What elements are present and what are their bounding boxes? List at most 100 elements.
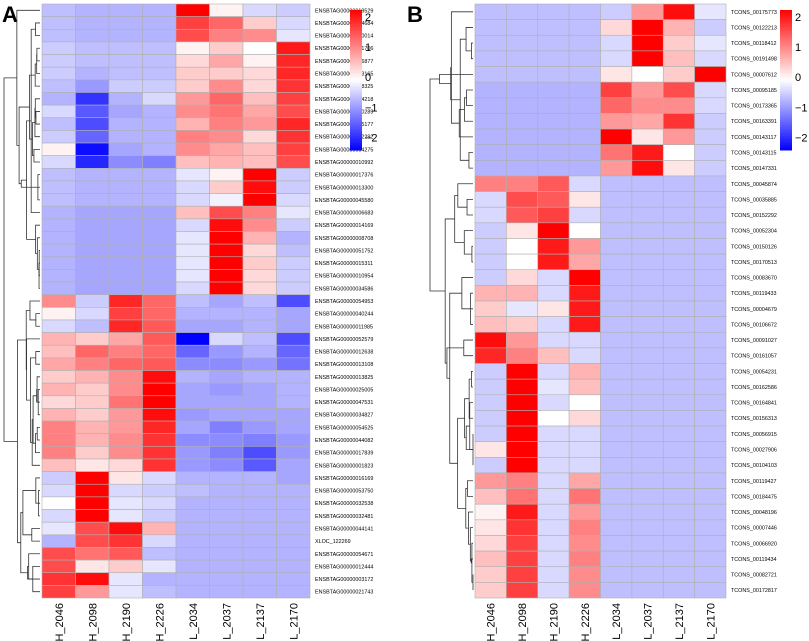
heatmap-cell-a-r0-c6 [242,3,277,17]
heatmap-cell-a-r38-c0 [41,483,76,498]
legend-swatch-a-41 [350,105,362,109]
legend-swatch-a-20 [350,56,362,60]
heatmap-cell-b-r20-c6 [662,316,695,333]
heatmap-cell-a-r40-c4 [175,509,210,523]
heatmap-cell-b-r23-c5 [631,363,664,380]
heatmap-cell-b-r16-c2 [537,253,570,271]
row-dendrogram-a-19 [31,528,40,542]
heatmap-cell-a-r38-c7 [276,483,311,498]
legend-swatch-a-33 [350,87,362,90]
row-label-a-36: ENSBTAG00000001823 [315,463,373,469]
heatmap-cell-a-r21-c4 [175,269,210,283]
column-label-b-2: H_2190 [548,603,560,641]
heatmap-cell-a-r8-c0 [41,104,76,119]
heatmap-cell-b-r23-c0 [474,363,507,380]
heatmap-cell-b-r7-c4 [600,113,633,130]
row-label-a-33: ENSBTAG00000054525 [315,425,373,431]
heatmap-cell-a-r1-c5 [209,16,244,30]
heatmap-cell-a-r16-c5 [209,205,244,220]
row-label-b-14: TCONS_00052304 [731,229,777,235]
heatmap-cell-b-r30-c4 [600,472,633,489]
heatmap-cell-a-r10-c6 [242,130,277,144]
row-dendrogram-b-2 [466,198,473,216]
heatmap-cell-a-r44-c0 [41,559,76,574]
heatmap-cell-a-r40-c0 [41,509,76,523]
heatmap-cell-a-r24-c0 [41,307,76,321]
heatmap-cell-b-r1-c0 [474,19,507,36]
heatmap-cell-b-r9-c5 [631,144,664,161]
panel-a-label: A [2,2,18,27]
heatmap-cell-a-r7-c1 [75,92,110,106]
heatmap-cell-a-r37-c3 [142,471,177,485]
heatmap-cell-a-r5-c1 [75,66,110,81]
heatmap-cell-b-r32-c0 [474,503,507,521]
heatmap-cell-b-r18-c5 [631,285,664,302]
legend-swatch-b-7 [780,26,792,30]
heatmap-cell-a-r32-c7 [276,408,311,422]
heatmap-cell-a-r35-c6 [242,446,277,460]
heatmap-cell-a-r30-c4 [175,382,210,397]
heatmap-cell-b-r11-c4 [600,175,633,192]
legend-swatch-a-6 [350,24,362,27]
legend-swatch-a-3 [350,17,362,20]
legend-swatch-b-50 [780,126,792,130]
heatmap-cell-a-r10-c7 [276,130,311,144]
row-label-b-10: TCONS_00147331 [731,166,777,172]
heatmap-cell-b-r35-c2 [537,550,570,568]
heatmap-cell-a-r14-c0 [41,180,76,194]
heatmap-cell-a-r1-c0 [41,16,76,30]
row-label-a-10: ENSBTAG00000002292 [315,135,373,141]
heatmap-cell-a-r45-c0 [41,572,76,586]
row-label-a-9: ENSBTAG00000015177 [315,122,373,128]
row-dendrogram-a-8 [32,395,37,444]
heatmap-cell-a-r9-c5 [209,117,244,131]
heatmap-cell-a-r27-c7 [276,344,311,359]
legend-swatch-b-51 [780,129,792,132]
row-dendrogram-a-39 [35,22,40,36]
heatmap-cell-a-r6-c7 [276,79,311,93]
heatmap-cell-b-r24-c7 [694,378,727,396]
legend-tick-a-0: 2 [365,12,371,24]
heatmap-cell-a-r25-c0 [41,319,76,333]
heatmap-cell-b-r2-c4 [600,34,633,52]
heatmap-cell-a-r6-c5 [209,79,244,93]
heatmap-cell-a-r36-c7 [276,458,311,472]
row-label-b-28: TCONS_00027906 [731,448,777,454]
heatmap-cell-b-r21-c1 [506,331,539,349]
legend-swatch-b-23 [780,63,792,67]
row-label-b-37: TCONS_00172817 [731,588,777,594]
heatmap-cell-b-r13-c1 [506,206,539,224]
heatmap-cell-a-r45-c7 [276,572,311,586]
heatmap-cell-a-r6-c0 [41,79,76,93]
heatmap-cell-b-r29-c1 [506,457,539,474]
heatmap-cell-b-r37-c2 [537,582,570,599]
heatmap-cell-b-r10-c4 [600,160,633,177]
heatmap-cell-b-r35-c0 [474,550,507,568]
heatmap-cell-a-r5-c2 [108,66,143,81]
row-label-b-33: TCONS_00007446 [731,526,777,532]
legend-tick-b-1: 1 [795,42,801,54]
row-label-a-3: ENSBTAG00000001706 [315,46,373,52]
heatmap-cell-a-r36-c5 [209,458,244,472]
heatmap-cell-b-r13-c7 [694,206,727,224]
legend-swatch-b-40 [780,103,792,107]
heatmap-cell-a-r45-c2 [108,572,143,586]
heatmap-cell-a-r28-c2 [108,357,143,371]
row-label-b-22: TCONS_00161057 [731,354,777,360]
column-label-b-1: H_2098 [517,603,529,641]
legend-tick-b-3: −1 [795,102,808,114]
row-label-a-11: ENSBTAG00000004275 [315,147,373,153]
heatmap-cell-a-r12-c3 [142,155,177,169]
heatmap-cell-b-r10-c3 [568,160,601,177]
heatmap-cell-b-r16-c3 [568,253,601,271]
heatmap-cell-a-r45-c4 [175,572,210,586]
heatmap-cell-a-r23-c0 [41,294,76,308]
legend-swatch-b-5 [780,21,792,25]
heatmap-cell-b-r35-c7 [694,550,727,568]
row-label-b-12: TCONS_00035885 [731,197,777,203]
row-label-a-45: ENSBTAG00000003172 [315,577,373,583]
heatmap-cell-a-r1-c3 [142,16,177,30]
heatmap-cell-a-r10-c0 [41,130,76,144]
heatmap-cell-b-r1-c3 [568,19,601,36]
heatmap-cell-b-r13-c3 [568,206,601,224]
